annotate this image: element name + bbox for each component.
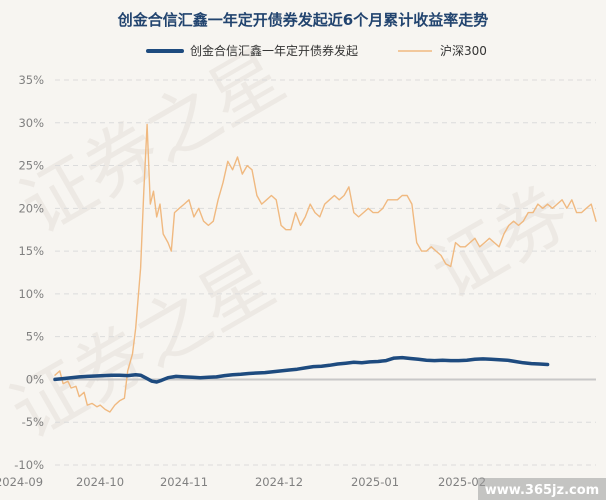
watermark-text: 证券之星 — [7, 33, 298, 250]
x-tick-label: 2025-01 — [351, 475, 399, 489]
site-url: www.365jz.com — [485, 483, 599, 498]
y-tick-label: 20% — [18, 201, 44, 215]
x-axis: 2024-09 2024-10 2024-11 2024-12 2025-01 2025-… — [0, 475, 486, 489]
y-tick-label: 5% — [26, 330, 44, 344]
y-tick-label: -5% — [22, 415, 44, 429]
series-group — [53, 123, 597, 413]
legend-label-index: 沪深300 — [440, 44, 487, 58]
chart-title: 创金合信汇鑫一年定开债券发起近6个月累计收益率走势 — [117, 11, 488, 29]
watermark-text: 证券 — [417, 170, 584, 315]
x-tick-label: 2025-02 — [438, 475, 486, 489]
legend: 创金合信汇鑫一年定开债券发起 沪深300 — [146, 43, 487, 58]
y-tick-label: 0% — [26, 372, 44, 386]
y-axis: 35% 30% 25% 20% 15% 10% 5% 0% -5% -10% — [14, 73, 44, 472]
series-line-fund — [53, 355, 550, 384]
y-tick-label: 15% — [18, 244, 44, 258]
series-line-index — [54, 123, 597, 413]
site-badge: www.365jz.com — [478, 478, 606, 500]
y-tick-label: 30% — [18, 116, 44, 130]
y-tick-label: 10% — [18, 287, 44, 301]
x-tick-label: 2024-10 — [76, 475, 124, 489]
x-tick-label: 2024-11 — [160, 475, 208, 489]
legend-label-fund: 创金合信汇鑫一年定开债券发起 — [190, 43, 358, 58]
y-tick-label: 25% — [18, 159, 44, 173]
y-tick-label: -10% — [14, 458, 44, 472]
y-tick-label: 35% — [18, 73, 44, 87]
x-tick-label: 2024-09 — [0, 475, 43, 489]
x-tick-label: 2024-12 — [255, 475, 303, 489]
